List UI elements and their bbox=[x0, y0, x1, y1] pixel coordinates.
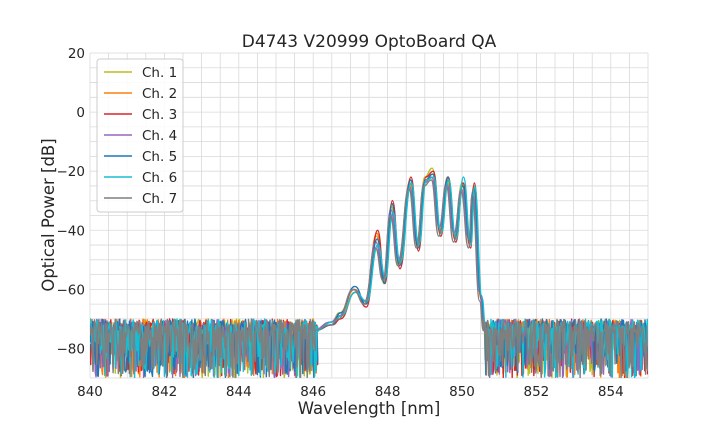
x-tick-label: 842 bbox=[152, 384, 178, 400]
x-tick-label: 850 bbox=[449, 384, 475, 400]
y-axis-label: Optical Power [dB] bbox=[39, 138, 58, 291]
legend-entry: Ch. 1 bbox=[142, 65, 177, 81]
legend-entry: Ch. 6 bbox=[142, 170, 177, 186]
legend-entry: Ch. 2 bbox=[142, 86, 177, 102]
x-tick-label: 852 bbox=[524, 384, 550, 400]
x-tick-label: 844 bbox=[226, 384, 252, 400]
y-tick-label: −60 bbox=[57, 282, 86, 298]
x-tick-label: 854 bbox=[598, 384, 624, 400]
series-layer bbox=[90, 167, 648, 378]
y-tick-label: 0 bbox=[76, 105, 85, 121]
x-tick-label: 846 bbox=[300, 384, 326, 400]
legend-entry: Ch. 7 bbox=[142, 191, 177, 207]
x-tick-label: 840 bbox=[77, 384, 103, 400]
y-tick-label: 20 bbox=[68, 46, 85, 62]
y-tick-label: −20 bbox=[57, 164, 86, 180]
y-tick-label: −40 bbox=[57, 223, 86, 239]
y-axis-ticks: −80 −60 −40 −20 0 20 bbox=[57, 46, 86, 357]
x-tick-label: 848 bbox=[375, 384, 401, 400]
series-line bbox=[90, 179, 648, 378]
legend-entry: Ch. 5 bbox=[142, 149, 177, 165]
x-axis-label: Wavelength [nm] bbox=[298, 399, 441, 418]
chart-title: D4743 V20999 OptoBoard QA bbox=[242, 32, 497, 52]
legend-entry: Ch. 3 bbox=[142, 107, 177, 123]
legend-entry: Ch. 4 bbox=[142, 128, 177, 144]
legend-box bbox=[96, 58, 184, 213]
y-tick-label: −80 bbox=[57, 341, 86, 357]
legend: Ch. 1 Ch. 2 Ch. 3 Ch. 4 Ch. 5 Ch. 6 Ch. 7 bbox=[96, 58, 184, 213]
x-axis-ticks: 840 842 844 846 848 850 852 854 bbox=[77, 384, 624, 400]
